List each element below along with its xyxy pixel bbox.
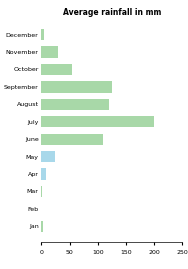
- Bar: [41, 46, 58, 58]
- Bar: [41, 186, 42, 197]
- Bar: [41, 29, 44, 40]
- Bar: [41, 99, 109, 110]
- Bar: [41, 133, 103, 145]
- Title: Average rainfall in mm: Average rainfall in mm: [63, 8, 161, 17]
- Bar: [41, 81, 112, 93]
- Bar: [41, 168, 46, 180]
- Bar: [41, 64, 72, 75]
- Bar: [41, 151, 55, 162]
- Bar: [41, 116, 154, 128]
- Bar: [41, 221, 43, 232]
